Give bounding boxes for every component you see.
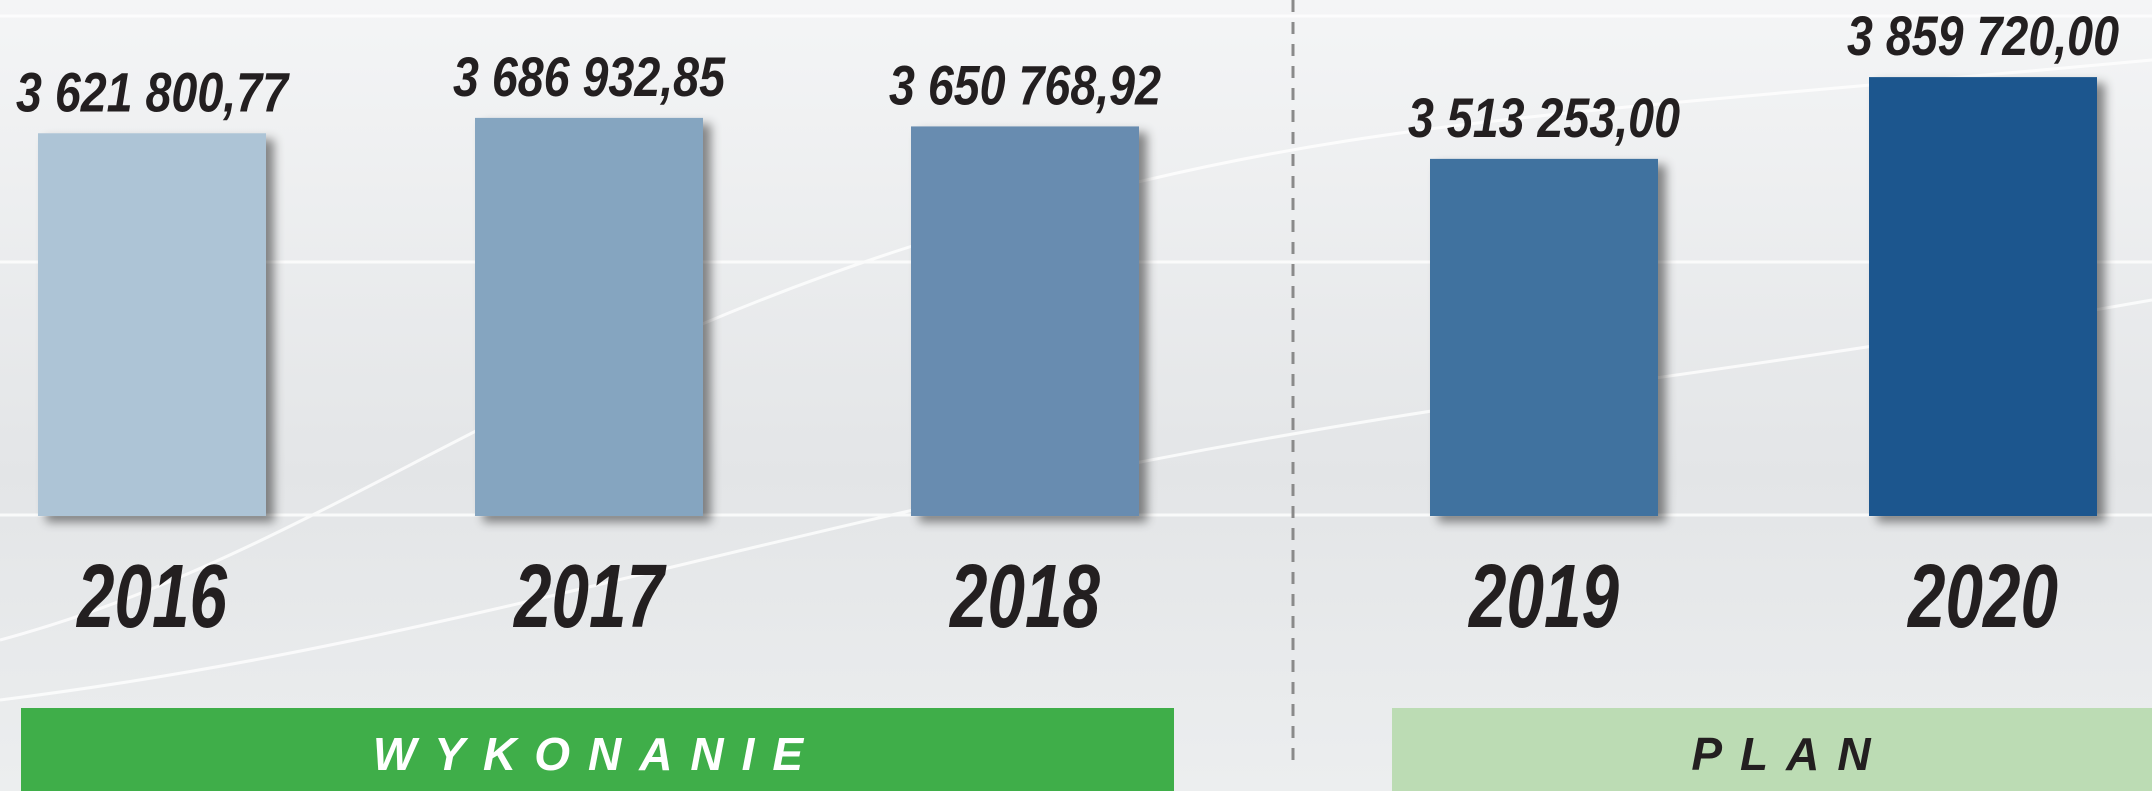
group-label: PLAN <box>1691 728 1888 780</box>
x-tick-label: 2018 <box>949 547 1100 647</box>
group-band <box>1392 708 2152 791</box>
value-label: 3 686 932,85 <box>453 45 726 108</box>
value-label: 3 859 720,00 <box>1847 4 2119 67</box>
bar <box>38 133 266 517</box>
bar <box>911 126 1139 517</box>
x-tick-label: 2019 <box>1468 547 1619 647</box>
bar <box>1430 158 1658 516</box>
value-label: 3 650 768,92 <box>889 53 1161 116</box>
bar <box>475 117 703 516</box>
x-tick-label: 2017 <box>513 547 667 647</box>
bar <box>1869 77 2097 516</box>
value-label: 3 621 800,77 <box>16 60 290 123</box>
x-tick-label: 2020 <box>1907 547 2058 647</box>
x-tick-label: 2016 <box>76 547 228 647</box>
value-label: 3 513 253,00 <box>1408 86 1680 149</box>
group-label: WYKONANIE <box>373 728 821 780</box>
group-band <box>21 708 1174 791</box>
